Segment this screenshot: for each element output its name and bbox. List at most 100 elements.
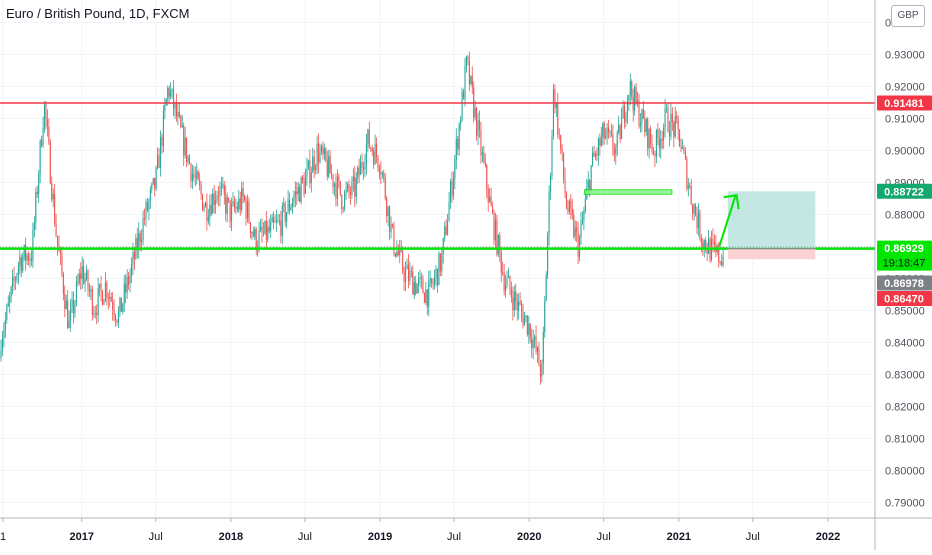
candle-body (3, 330, 5, 340)
candle-body (693, 205, 695, 214)
candle-body (293, 196, 295, 203)
x-tick-label: 2018 (219, 531, 243, 543)
candle-body (245, 200, 247, 219)
candle-body (697, 211, 699, 229)
candle-body (650, 129, 652, 144)
candle-body (677, 118, 679, 130)
candle-body (45, 102, 47, 120)
candle-body (32, 229, 34, 261)
candle-body (692, 204, 694, 214)
candle-body (265, 220, 267, 240)
candle-body (651, 143, 653, 152)
y-tick-label: 0.88000 (885, 209, 925, 221)
candle-body (130, 264, 133, 275)
candle-body (280, 220, 282, 236)
candle-body (90, 289, 92, 292)
candle-body (580, 223, 582, 238)
candle-body (241, 188, 243, 210)
candle-body (178, 111, 180, 117)
candle-body (571, 208, 573, 216)
candle-body (668, 131, 670, 137)
candle-body (107, 297, 109, 299)
candle-body (348, 184, 350, 193)
y-tick-label: 0.90000 (885, 145, 925, 157)
currency-button[interactable]: GBP (891, 5, 925, 27)
candle-body (232, 201, 234, 205)
candle-body (489, 196, 491, 202)
x-tick-label: Jul (597, 531, 611, 543)
candle-body (603, 123, 605, 139)
candle-body (299, 186, 301, 203)
candle-body (610, 131, 612, 134)
candle-body (545, 274, 547, 301)
candle-body (93, 313, 95, 315)
candle-body (59, 251, 61, 255)
candle-body (696, 215, 698, 229)
candle-body (705, 240, 707, 250)
candle-body (584, 199, 586, 212)
candle-body (455, 138, 457, 160)
candle-body (460, 120, 462, 124)
candle-body (576, 227, 578, 232)
candle-body (600, 136, 602, 146)
candle-body (284, 203, 286, 223)
candle-body (165, 99, 167, 106)
candle-body (249, 222, 251, 234)
price-label-text: 0.91481 (884, 98, 924, 110)
candle-body (384, 177, 386, 199)
candle-body (19, 257, 21, 265)
candle-body (361, 161, 363, 168)
candle-body (599, 139, 601, 146)
candle-body (145, 202, 147, 219)
candle-body (477, 120, 479, 136)
candle-body (535, 336, 537, 352)
y-tick-label: 0.85000 (885, 305, 925, 317)
candle-body (7, 303, 9, 307)
candle-body (506, 278, 508, 285)
price-label-bg (877, 183, 932, 199)
candle-body (203, 207, 205, 211)
candle-body (394, 252, 396, 257)
candle-body (246, 201, 249, 219)
candle-body (228, 197, 230, 201)
x-tick-label: 1 (0, 531, 6, 543)
candle-body (74, 302, 76, 314)
candle-body (449, 181, 452, 203)
candle-body (157, 155, 159, 168)
candle-body (647, 119, 649, 149)
candle-body (654, 153, 656, 157)
price-label-bg (877, 275, 932, 291)
candle-body (616, 132, 618, 148)
candle-body (621, 118, 623, 140)
candle-body (423, 293, 425, 303)
candle-body (351, 181, 353, 196)
y-tick-label: 0.79000 (885, 497, 925, 509)
candle-body (681, 147, 684, 149)
candle-body (612, 133, 614, 151)
candle-body (141, 239, 143, 243)
candle-body (496, 219, 498, 255)
candle-body (309, 160, 311, 184)
candle-body (422, 278, 424, 294)
candle-body (207, 217, 209, 221)
candle-body (152, 177, 154, 184)
candle-body (91, 289, 93, 315)
candle-body (52, 193, 54, 200)
candle-body (370, 147, 372, 149)
candle-body (186, 137, 188, 162)
candle-body (101, 291, 104, 305)
candle-body (136, 237, 138, 251)
candle-body (490, 196, 492, 207)
candle-body (555, 103, 557, 108)
candle-body (68, 320, 70, 328)
candle-body (187, 156, 189, 162)
candle-body (592, 152, 594, 166)
candle-body (184, 137, 186, 156)
candle-body (516, 301, 518, 311)
candle-body (112, 301, 114, 310)
candle-body (381, 172, 383, 175)
candle-body (333, 183, 336, 188)
candle-body (88, 289, 90, 292)
